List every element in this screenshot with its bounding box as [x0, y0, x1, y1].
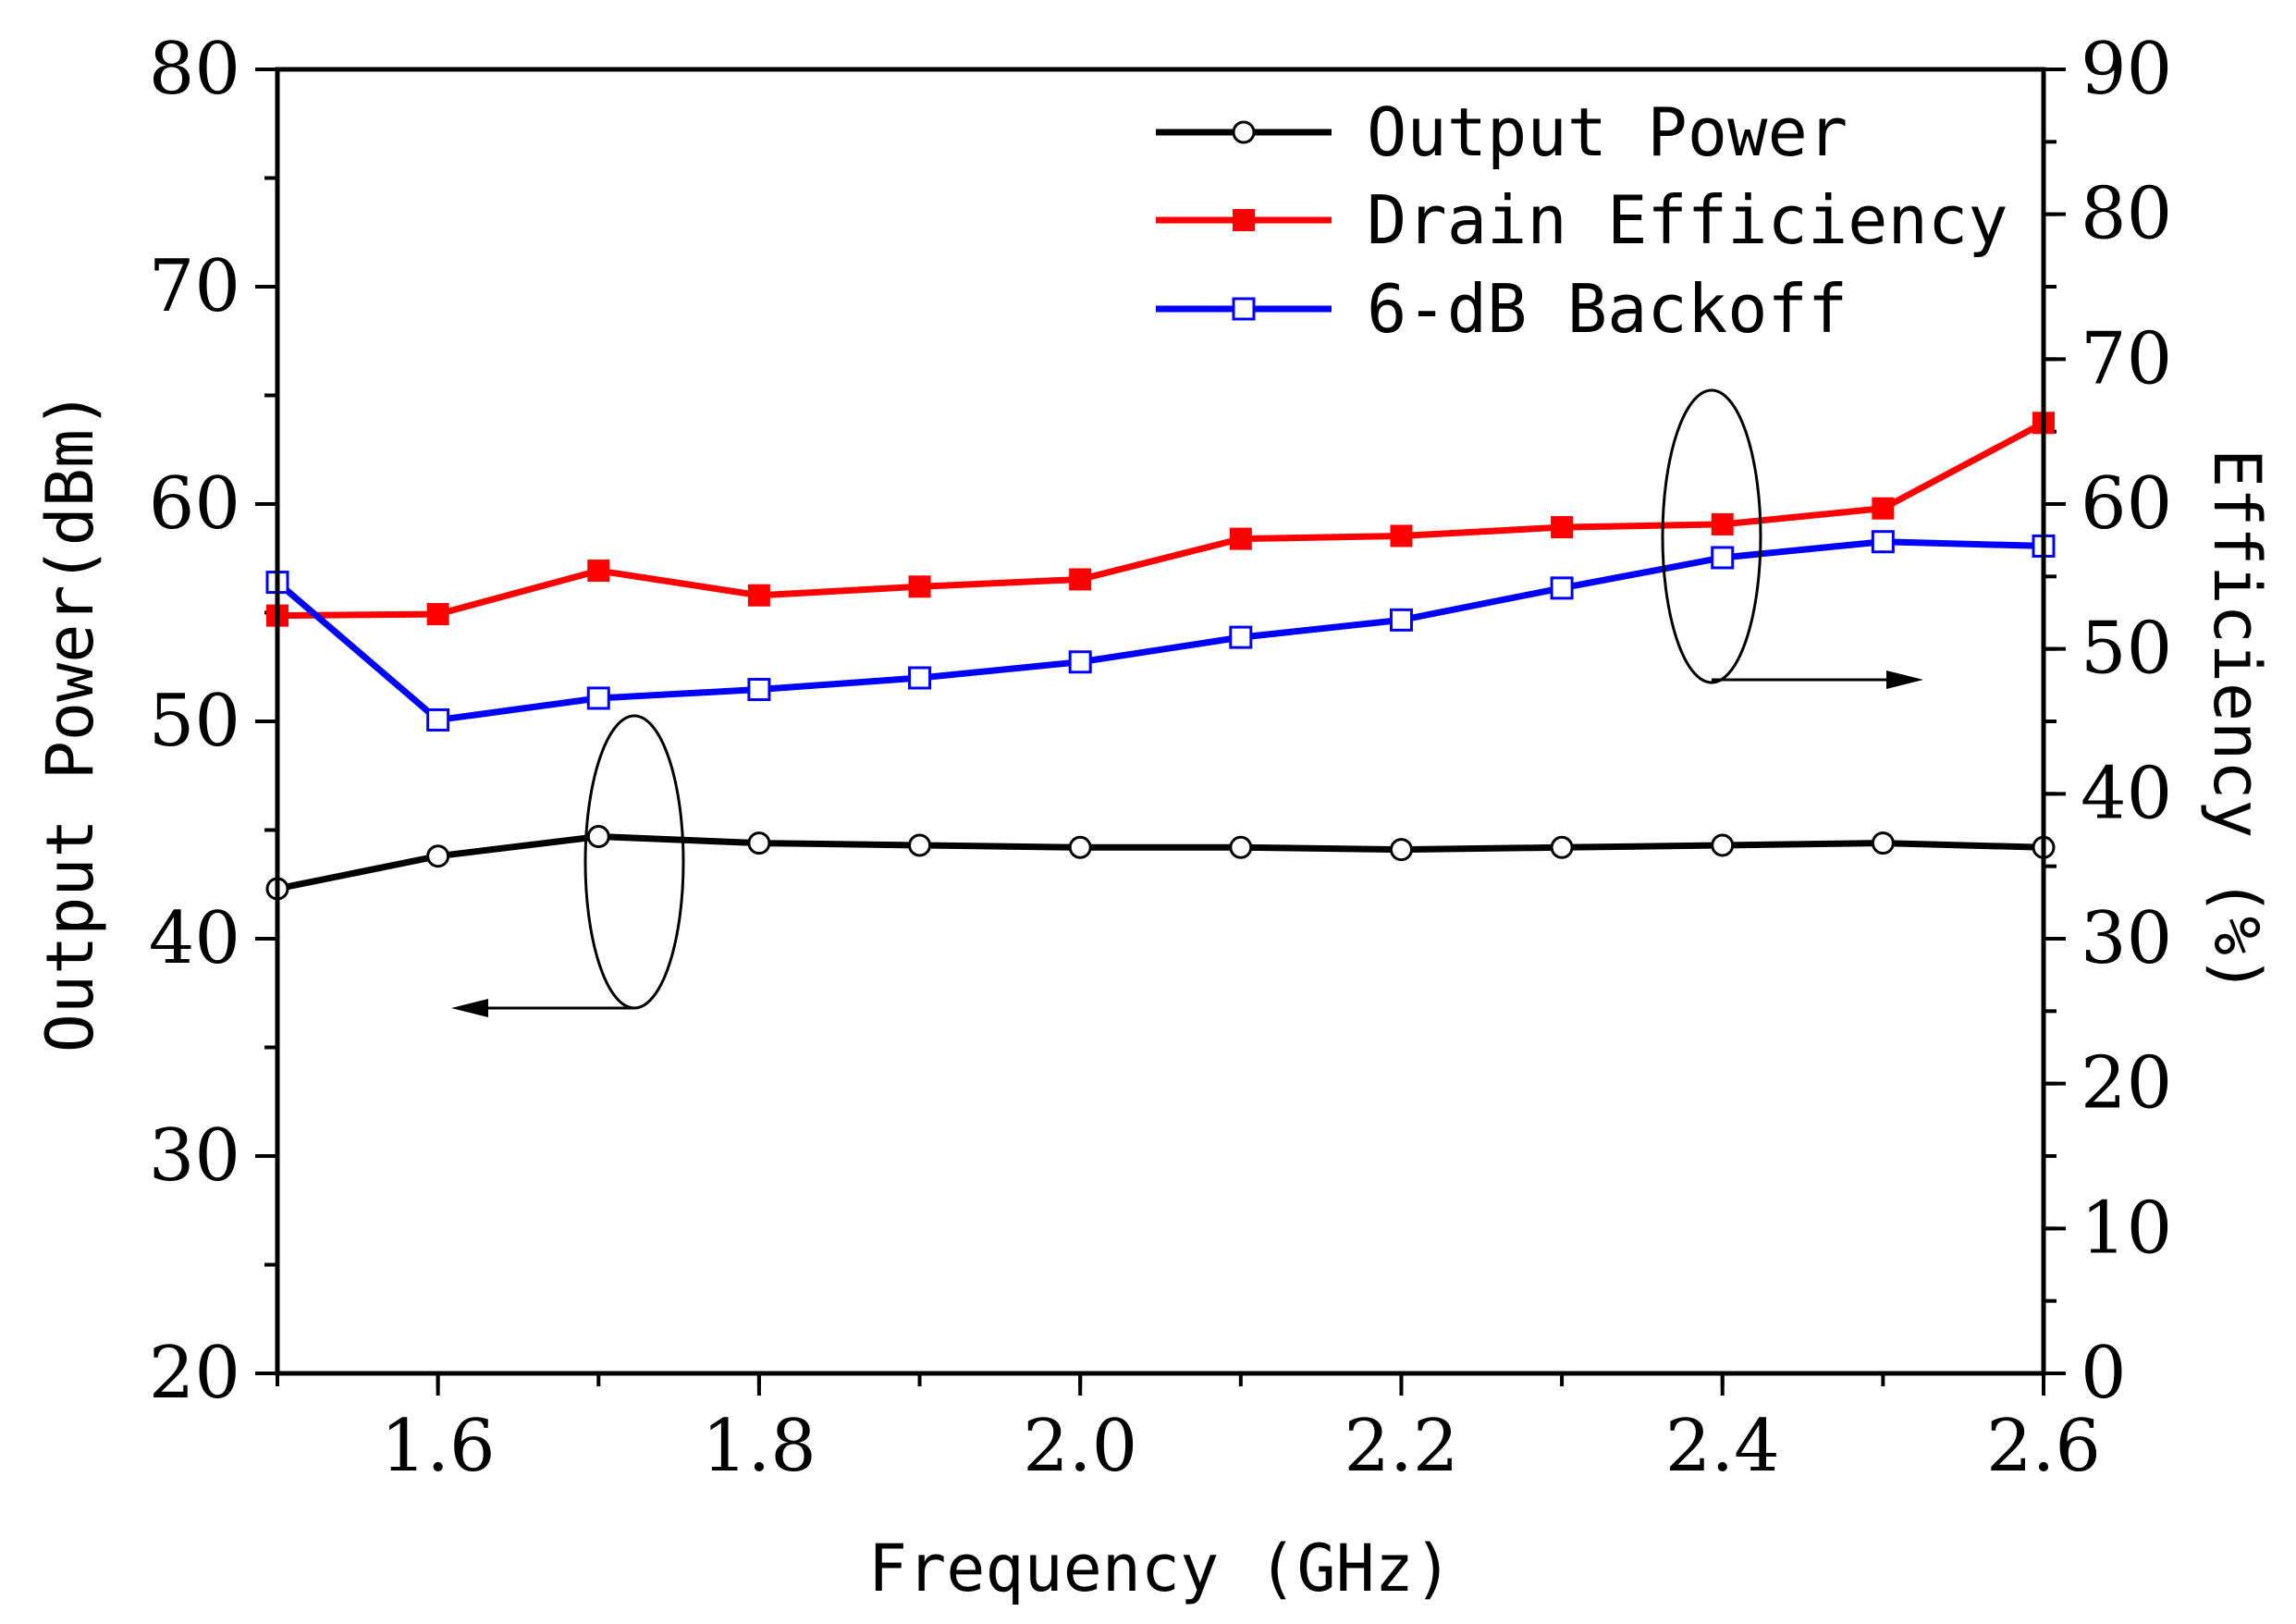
data-point-drain-efficiency	[1872, 497, 1895, 520]
y-left-tick-label: 80	[149, 28, 240, 111]
y-left-tick-label: 70	[149, 245, 240, 328]
y-right-tick-label: 40	[2081, 752, 2172, 835]
data-point-6-db-backoff	[908, 666, 932, 690]
data-point-output-power	[908, 833, 932, 857]
left-axis-ellipse	[583, 714, 685, 1010]
y-left-tick-label: 20	[149, 1332, 240, 1415]
data-point-6-db-backoff	[1711, 546, 1735, 570]
data-point-6-db-backoff	[586, 686, 610, 710]
data-point-output-power	[426, 844, 450, 868]
x-tick-label: 1.6	[381, 1405, 496, 1488]
x-tick-label: 2.6	[1986, 1405, 2101, 1488]
data-point-6-db-backoff	[1229, 625, 1253, 649]
data-point-output-power	[1389, 838, 1413, 862]
legend-item-backoff: 6-dB Backoff	[1156, 270, 1848, 348]
data-point-drain-efficiency	[426, 603, 449, 626]
data-point-6-db-backoff	[1389, 608, 1413, 632]
y-right-tick-label: 0	[2081, 1332, 2127, 1415]
data-point-drain-efficiency	[747, 584, 770, 607]
ticks-layer: 1.6 1.8 2.0 2.2 2.4 2.6 20 30 40 50 60 70 80 0 10 20 30 4…	[149, 28, 2173, 1488]
x-tick-label: 2.4	[1665, 1405, 1780, 1488]
data-point-drain-efficiency	[1069, 568, 1092, 591]
data-point-output-power	[1711, 833, 1735, 857]
series-line-output-power	[276, 833, 2044, 892]
data-point-drain-efficiency	[1551, 516, 1574, 539]
y-right-tick-label: 80	[2081, 173, 2172, 256]
y-right-tick-label: 10	[2081, 1187, 2172, 1270]
y-left-tick-label: 60	[149, 462, 240, 546]
annotations	[451, 388, 1923, 1017]
y-right-tick-label: 30	[2081, 897, 2172, 980]
y-left-tick-label: 30	[149, 1114, 240, 1198]
series-line-drain-efficiency	[276, 420, 2045, 620]
left-axis-arrow-head	[451, 999, 488, 1017]
x-tick-label: 1.8	[702, 1405, 816, 1488]
data-point-6-db-backoff	[1871, 530, 1895, 554]
data-point-output-power	[586, 825, 610, 849]
data-point-6-db-backoff	[1068, 650, 1092, 674]
series-line-6-db-backoff	[275, 538, 2044, 723]
data-point-6-db-backoff	[1550, 576, 1574, 600]
legend-label-output-power: Output Power	[1367, 93, 1848, 171]
y-axis-left-title: Output Power(dBm)	[32, 390, 108, 1052]
x-tick-label: 2.2	[1344, 1405, 1458, 1488]
data-point-output-power	[1550, 835, 1574, 859]
series-layer	[265, 412, 2056, 901]
legend-item-output-power: Output Power	[1156, 93, 1848, 171]
y-right-tick-label: 60	[2081, 462, 2172, 546]
data-point-drain-efficiency	[1390, 524, 1413, 547]
right-axis-ellipse	[1661, 388, 1762, 684]
y-right-tick-label: 20	[2081, 1042, 2172, 1126]
y-left-tick-label: 40	[149, 897, 240, 980]
y-right-tick-label: 50	[2081, 608, 2172, 691]
data-point-output-power	[1229, 835, 1253, 859]
data-point-output-power	[1068, 835, 1092, 859]
y-right-tick-label: 70	[2081, 317, 2172, 400]
data-point-drain-efficiency	[587, 560, 610, 583]
legend-label-drain-efficiency: Drain Efficiency	[1367, 181, 2008, 259]
x-tick-label: 2.0	[1023, 1405, 1137, 1488]
legend: Output Power Drain Efficiency 6-dB Backo…	[1156, 93, 2008, 348]
legend-label-backoff: 6-dB Backoff	[1367, 270, 1848, 348]
data-point-drain-efficiency	[1711, 512, 1734, 535]
data-point-drain-efficiency	[908, 575, 931, 598]
y-right-tick-label: 90	[2081, 28, 2172, 111]
right-axis-arrow-head	[1886, 671, 1923, 689]
data-point-drain-efficiency	[1229, 527, 1252, 550]
y-left-tick-label: 50	[149, 680, 240, 763]
plot-frame	[275, 67, 2046, 1376]
y-axis-right-title: Efficiency (%)	[2199, 449, 2275, 994]
legend-item-drain-efficiency: Drain Efficiency	[1156, 181, 2008, 259]
data-point-6-db-backoff	[747, 678, 771, 702]
data-point-output-power	[747, 831, 771, 855]
data-point-6-db-backoff	[426, 707, 450, 732]
data-point-output-power	[1871, 831, 1895, 855]
x-axis-title: Frequency (GHz)	[868, 1531, 1453, 1606]
